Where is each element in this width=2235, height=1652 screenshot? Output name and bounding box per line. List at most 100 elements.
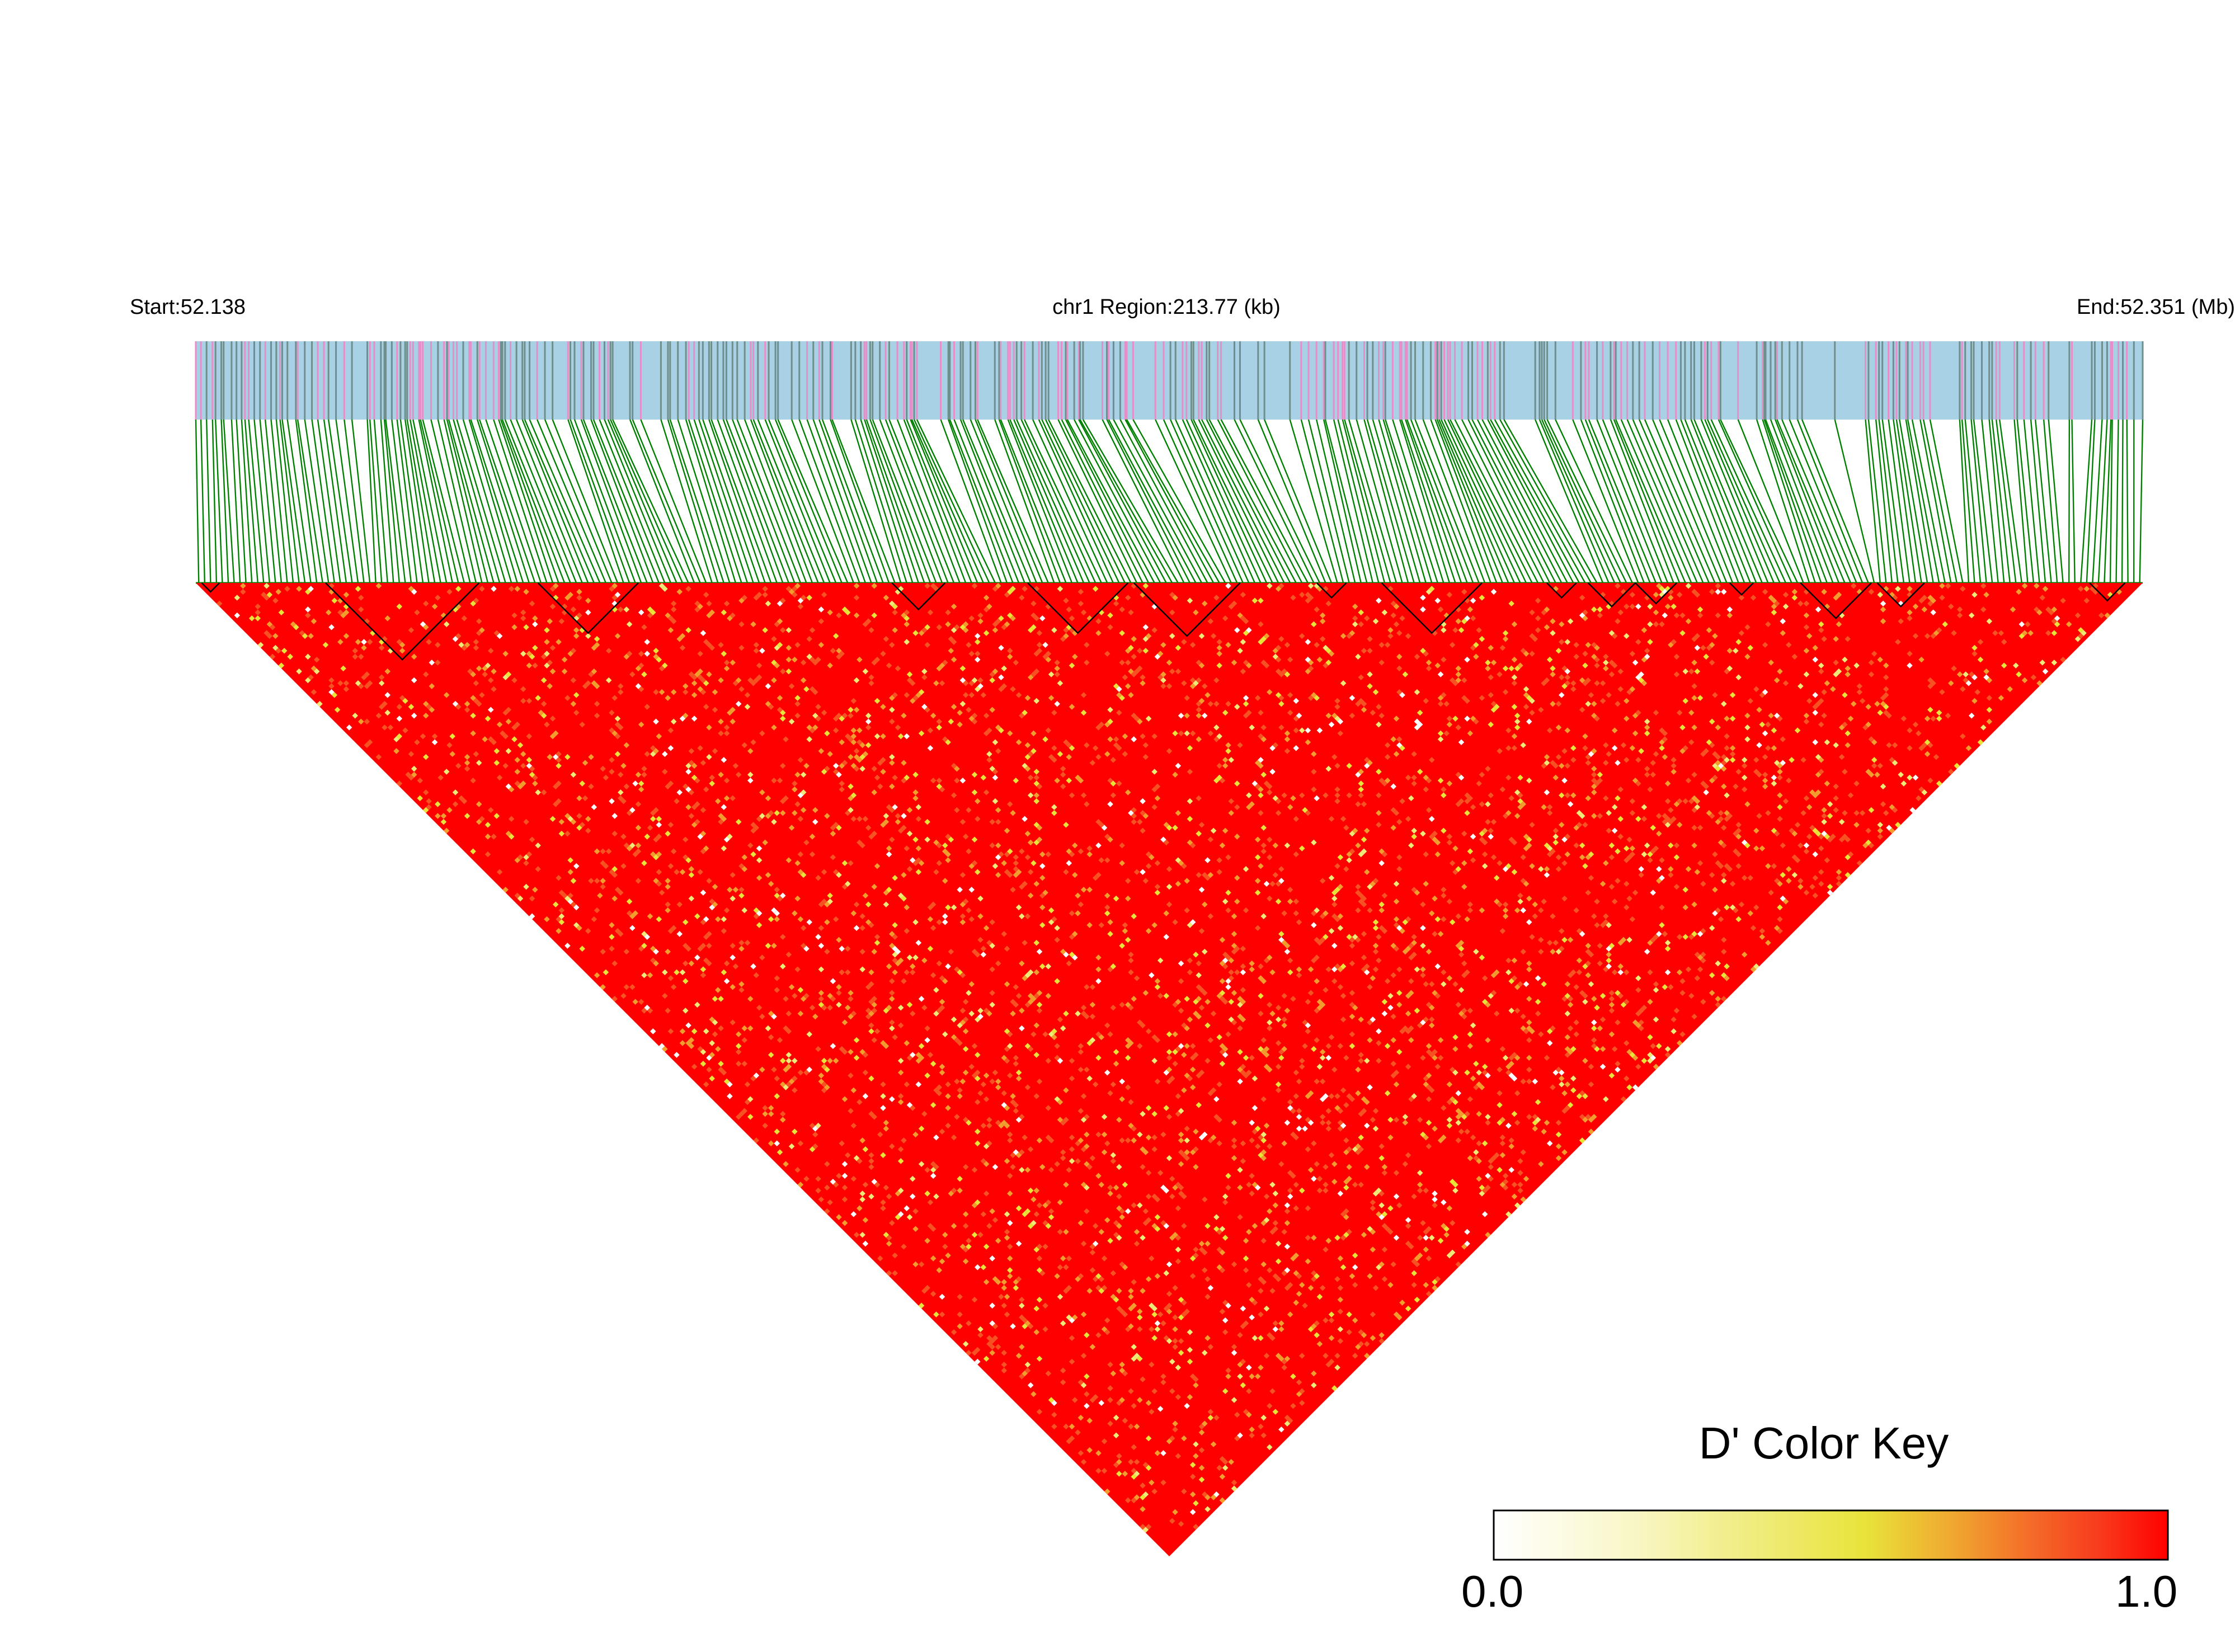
ld-cell xyxy=(656,869,662,875)
variant-connector xyxy=(1610,419,1674,583)
ld-cell xyxy=(1104,892,1111,899)
ld-cell xyxy=(1328,816,1335,822)
ld-cell xyxy=(1160,1479,1166,1486)
ld-cell xyxy=(683,978,689,985)
ld-cell xyxy=(1272,843,1279,849)
ld-cell xyxy=(865,742,872,749)
ld-cell xyxy=(989,943,995,949)
ld-cell xyxy=(667,745,674,751)
ld-cell xyxy=(1145,1217,1152,1223)
ld-cell xyxy=(1057,1199,1064,1206)
ld-cell xyxy=(1517,1158,1523,1164)
ld-cell xyxy=(1319,936,1326,943)
ld-cell xyxy=(1361,954,1367,961)
ld-cell xyxy=(1541,898,1547,905)
ld-cell xyxy=(830,996,836,1002)
ld-cell xyxy=(1237,742,1243,749)
variant-connector xyxy=(869,419,931,583)
ld-cell xyxy=(706,943,712,949)
variant-connector xyxy=(757,419,825,583)
ld-cell xyxy=(1372,1126,1379,1132)
ld-cell xyxy=(1004,1235,1010,1241)
ld-cell xyxy=(936,960,942,967)
ld-cell xyxy=(738,987,745,993)
ld-cell xyxy=(1066,1438,1072,1444)
ld-cell xyxy=(1361,1096,1367,1102)
ld-cell xyxy=(1314,795,1320,802)
ld-cell xyxy=(1080,1459,1087,1465)
variant-connector xyxy=(1765,419,1828,583)
ld-cell xyxy=(1116,1117,1122,1123)
ld-cell xyxy=(959,972,966,978)
ld-cell xyxy=(927,727,934,733)
ld-cell xyxy=(1381,1170,1388,1176)
ld-cell xyxy=(942,878,948,884)
ld-cell xyxy=(532,662,538,669)
ld-cell xyxy=(264,595,270,601)
ld-cell xyxy=(1508,1143,1514,1150)
ld-cell xyxy=(313,668,320,675)
ld-cell xyxy=(378,674,385,680)
ld-cell xyxy=(1497,1119,1503,1126)
ld-cell xyxy=(895,818,901,825)
ld-cell xyxy=(1189,1055,1196,1061)
ld-cell xyxy=(1346,1146,1352,1152)
ld-cell xyxy=(1077,1450,1084,1456)
ld-cell xyxy=(1272,1226,1279,1232)
ld-cell xyxy=(1196,1013,1202,1020)
ld-cell xyxy=(576,925,582,931)
ld-cell xyxy=(1452,1099,1458,1105)
ld-cell xyxy=(629,843,636,849)
ld-cell xyxy=(1263,1305,1270,1312)
ld-cell xyxy=(1337,925,1344,931)
ld-cell xyxy=(1063,1087,1069,1094)
ld-cell xyxy=(1364,757,1370,763)
ld-cell xyxy=(868,922,874,928)
ld-cell xyxy=(897,1093,904,1099)
variant-connector xyxy=(304,419,330,583)
ld-cell xyxy=(1260,1096,1267,1102)
ld-cell xyxy=(980,945,987,952)
ld-cell xyxy=(1004,981,1010,987)
ld-cell xyxy=(464,700,470,707)
ld-cell xyxy=(1145,1276,1152,1282)
ld-cell xyxy=(797,1140,804,1147)
variant-connector xyxy=(1588,419,1657,583)
ld-cell xyxy=(859,1196,865,1203)
variant-connector xyxy=(677,419,731,583)
ld-cell xyxy=(992,621,999,628)
ld-cell xyxy=(700,966,707,972)
variant-connector xyxy=(404,419,430,583)
ld-cell xyxy=(1417,1252,1423,1259)
ld-cell xyxy=(1104,1329,1111,1335)
ld-cell xyxy=(1237,1214,1243,1220)
ld-cell xyxy=(1408,795,1414,802)
ld-cell xyxy=(683,919,689,925)
ld-cell xyxy=(1396,1202,1403,1208)
ld-cell xyxy=(1307,1119,1314,1126)
ld-cell xyxy=(1337,1309,1344,1315)
variant-connector xyxy=(1964,419,1982,583)
ld-cell xyxy=(1149,1409,1155,1415)
ld-cell xyxy=(1278,671,1284,677)
ld-cell xyxy=(1042,642,1048,648)
ld-cell xyxy=(1552,940,1559,946)
ld-cell xyxy=(765,600,771,607)
ld-cell xyxy=(1204,999,1211,1005)
ld-cell xyxy=(540,677,547,684)
ld-cell xyxy=(1019,1297,1025,1303)
ld-cell xyxy=(1154,1273,1161,1279)
ld-cell xyxy=(1216,1465,1222,1471)
ld-cell xyxy=(1160,671,1166,677)
ld-cell xyxy=(1434,992,1441,999)
ld-cell xyxy=(747,771,754,778)
ld-cell xyxy=(1019,1314,1025,1321)
ld-cell xyxy=(1204,1223,1211,1229)
ld-cell xyxy=(1258,1311,1264,1317)
ld-cell xyxy=(1323,1182,1329,1188)
ld-cell xyxy=(959,700,966,707)
ld-cell xyxy=(1243,695,1249,701)
ld-cell xyxy=(735,1114,742,1120)
ld-cell xyxy=(623,653,630,660)
ld-cell xyxy=(1010,1164,1016,1170)
